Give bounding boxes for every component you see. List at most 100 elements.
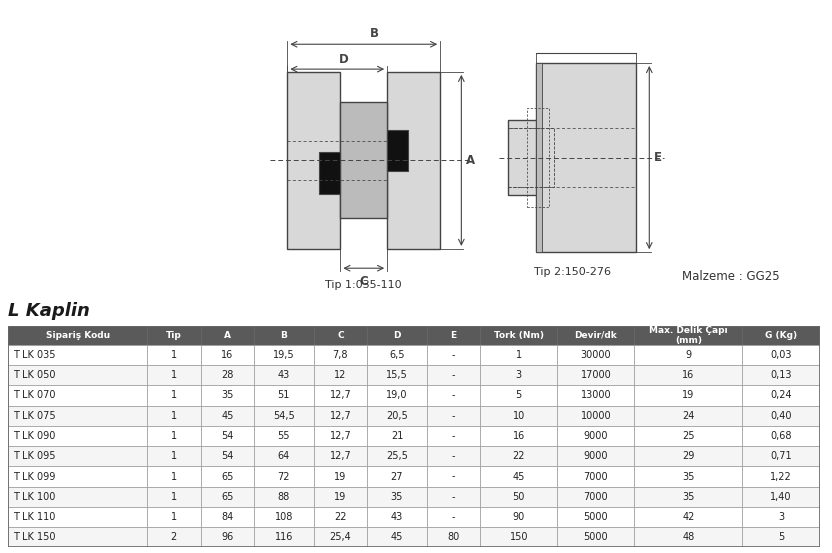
Text: 35: 35 xyxy=(682,492,695,502)
Bar xyxy=(254,487,314,507)
Bar xyxy=(367,487,427,507)
Bar xyxy=(367,507,427,527)
Text: -: - xyxy=(452,512,455,522)
Bar xyxy=(557,326,635,345)
Bar xyxy=(742,405,820,426)
Text: L Kaplin: L Kaplin xyxy=(8,302,90,320)
Text: 12,7: 12,7 xyxy=(329,411,351,421)
Bar xyxy=(147,365,201,385)
Text: Max. Delik Çapı
(mm): Max. Delik Çapı (mm) xyxy=(649,326,728,345)
Bar xyxy=(480,466,557,487)
Bar xyxy=(147,385,201,405)
Bar xyxy=(557,405,635,426)
Bar xyxy=(635,385,742,405)
Bar xyxy=(557,365,635,385)
Bar xyxy=(480,385,557,405)
Bar xyxy=(480,365,557,385)
Bar xyxy=(427,426,480,446)
Bar xyxy=(147,405,201,426)
Text: 12,7: 12,7 xyxy=(329,451,351,461)
Bar xyxy=(367,385,427,405)
Text: 43: 43 xyxy=(278,370,290,380)
Text: 12,7: 12,7 xyxy=(329,390,351,400)
Text: 5000: 5000 xyxy=(583,512,608,522)
Bar xyxy=(201,426,254,446)
Bar xyxy=(557,426,635,446)
Bar xyxy=(508,128,554,187)
Bar xyxy=(254,446,314,466)
Bar xyxy=(147,527,201,547)
Bar xyxy=(201,405,254,426)
Text: 9: 9 xyxy=(686,350,691,360)
Text: 1: 1 xyxy=(516,350,522,360)
Bar xyxy=(254,385,314,405)
Bar xyxy=(557,385,635,405)
Text: T LK 110: T LK 110 xyxy=(13,512,56,522)
Text: 54,5: 54,5 xyxy=(273,411,295,421)
Bar xyxy=(536,63,636,252)
Bar xyxy=(201,487,254,507)
Text: 25: 25 xyxy=(682,431,695,441)
Bar xyxy=(557,466,635,487)
Bar xyxy=(427,345,480,365)
Text: T LK 095: T LK 095 xyxy=(13,451,56,461)
Text: 1: 1 xyxy=(171,411,177,421)
Bar xyxy=(8,426,147,446)
Text: 22: 22 xyxy=(513,451,525,461)
Text: 0,68: 0,68 xyxy=(770,431,792,441)
Bar xyxy=(319,152,340,194)
Text: E: E xyxy=(654,151,662,164)
Text: 5: 5 xyxy=(778,533,784,542)
Text: T LK 090: T LK 090 xyxy=(13,431,56,441)
Text: 1: 1 xyxy=(171,512,177,522)
Bar xyxy=(201,527,254,547)
Bar xyxy=(340,102,387,218)
Text: 10000: 10000 xyxy=(581,411,612,421)
Text: 45: 45 xyxy=(221,411,234,421)
Text: 13000: 13000 xyxy=(581,390,612,400)
Bar xyxy=(254,405,314,426)
Bar xyxy=(742,487,820,507)
Bar xyxy=(314,507,367,527)
Text: Sipariş Kodu: Sipariş Kodu xyxy=(46,331,110,340)
Bar xyxy=(742,426,820,446)
Text: 19: 19 xyxy=(334,492,347,502)
Text: Tip: Tip xyxy=(166,331,181,340)
Text: 16: 16 xyxy=(221,350,234,360)
Text: 65: 65 xyxy=(221,472,234,482)
Bar xyxy=(635,466,742,487)
Text: 0,71: 0,71 xyxy=(770,451,792,461)
Text: A: A xyxy=(466,154,475,167)
Text: T LK 099: T LK 099 xyxy=(13,472,56,482)
Text: 20,5: 20,5 xyxy=(386,411,408,421)
Bar xyxy=(8,405,147,426)
Bar xyxy=(147,326,201,345)
Text: 35: 35 xyxy=(682,472,695,482)
Text: D: D xyxy=(394,331,401,340)
Text: C: C xyxy=(359,275,368,288)
Text: 42: 42 xyxy=(682,512,695,522)
Bar xyxy=(557,487,635,507)
Text: 65: 65 xyxy=(221,492,234,502)
Bar xyxy=(742,527,820,547)
Bar xyxy=(508,121,536,195)
Text: 16: 16 xyxy=(682,370,695,380)
Bar xyxy=(635,507,742,527)
Text: 19: 19 xyxy=(334,472,347,482)
Bar xyxy=(8,466,147,487)
Text: 3: 3 xyxy=(516,370,522,380)
Text: Malzeme : GG25: Malzeme : GG25 xyxy=(682,270,780,283)
Bar xyxy=(201,365,254,385)
Text: Tork (Nm): Tork (Nm) xyxy=(493,331,544,340)
Text: C: C xyxy=(337,331,344,340)
Bar xyxy=(387,72,440,249)
Bar xyxy=(254,365,314,385)
Bar xyxy=(480,527,557,547)
Bar xyxy=(147,507,201,527)
Bar xyxy=(635,527,742,547)
Text: 35: 35 xyxy=(221,390,234,400)
Bar xyxy=(557,507,635,527)
Bar xyxy=(742,365,820,385)
Text: -: - xyxy=(452,492,455,502)
Bar xyxy=(742,326,820,345)
